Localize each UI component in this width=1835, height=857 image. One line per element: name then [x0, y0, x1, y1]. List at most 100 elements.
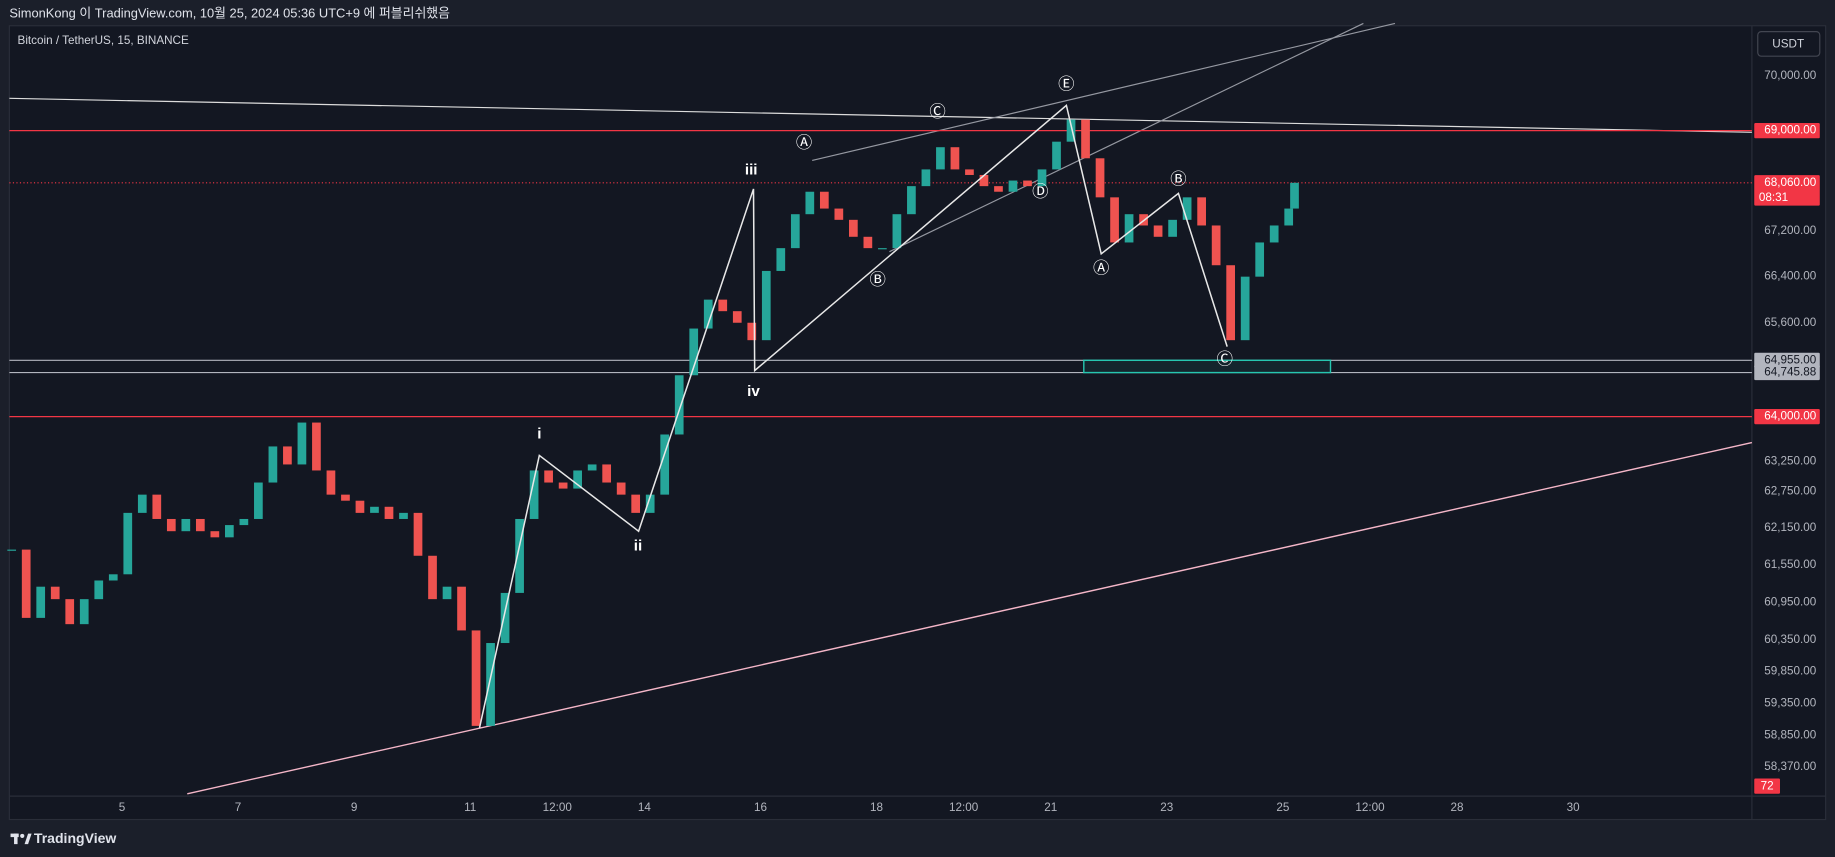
price-level-label: 64,000.00 — [1764, 410, 1816, 423]
candle — [950, 147, 960, 170]
x-tick-label: 14 — [638, 801, 651, 814]
x-tick-label: 23 — [1160, 801, 1173, 814]
candle — [341, 494, 350, 501]
candle — [645, 494, 655, 513]
candle — [1124, 214, 1134, 243]
candle — [631, 494, 641, 513]
candle — [819, 191, 829, 209]
candle — [573, 470, 582, 489]
candle — [21, 549, 31, 618]
candle — [283, 446, 292, 465]
candle — [152, 494, 162, 519]
candle — [326, 470, 336, 495]
y-tick-label: 63,250.00 — [1764, 455, 1816, 468]
wave-label: Ⓔ — [1058, 76, 1074, 94]
price-level-tag — [1754, 175, 1820, 206]
candle — [805, 191, 815, 215]
brand-name: TradingView — [34, 830, 116, 846]
candle — [747, 322, 757, 341]
y-tick-label: 58,850.00 — [1764, 729, 1816, 742]
candle — [50, 586, 60, 600]
x-tick-label: 12:00 — [1355, 801, 1385, 814]
candle — [384, 506, 394, 519]
candle — [1095, 158, 1105, 198]
candle — [587, 464, 597, 471]
x-tick-label: 11 — [464, 801, 476, 814]
candle — [500, 592, 510, 644]
wave-label: Ⓒ — [929, 103, 945, 121]
candle — [370, 506, 379, 513]
wave-label: ii — [634, 538, 642, 555]
candle — [210, 531, 220, 538]
candle — [1037, 169, 1047, 187]
candle — [123, 512, 133, 575]
candle — [137, 494, 147, 513]
y-tick-label: 66,400.00 — [1764, 270, 1816, 283]
y-tick-label: 60,950.00 — [1764, 595, 1816, 608]
chart-pane — [8, 25, 1827, 821]
volume-label: 72 — [1761, 779, 1774, 792]
y-tick-label: 61,550.00 — [1764, 558, 1816, 571]
candle — [979, 174, 989, 187]
candle — [239, 518, 249, 526]
candle — [1081, 119, 1090, 159]
candle — [1226, 265, 1236, 341]
candle — [689, 328, 699, 376]
x-tick-label: 7 — [235, 801, 242, 814]
candle — [1153, 225, 1163, 237]
y-tick-label: 67,200.00 — [1764, 224, 1816, 237]
candle — [312, 422, 321, 471]
candle — [457, 586, 466, 631]
candle — [268, 446, 278, 483]
candle — [1284, 208, 1294, 226]
price-level-label: 69,000.00 — [1764, 124, 1816, 137]
candle — [602, 464, 612, 483]
wave-label: iii — [745, 162, 758, 179]
candle — [834, 208, 844, 220]
currency-label[interactable]: USDT — [1772, 38, 1804, 51]
wave-label: iv — [747, 383, 760, 400]
candle — [674, 375, 684, 435]
candle — [703, 299, 713, 329]
support-zone — [1083, 359, 1332, 374]
price-level-tag — [1754, 352, 1820, 368]
candle — [65, 599, 75, 625]
price-level-label: 68,060.00 — [1764, 176, 1816, 189]
wave-label: Ⓑ — [870, 271, 886, 289]
candle — [849, 219, 858, 237]
candle — [936, 147, 945, 170]
candle — [892, 214, 902, 249]
candle — [108, 574, 118, 581]
candle — [863, 236, 873, 249]
candle — [297, 422, 307, 465]
candle — [195, 518, 205, 532]
volume-tag — [1754, 778, 1780, 794]
trend-line — [9, 97, 1752, 133]
candle — [225, 525, 234, 538]
candle — [442, 586, 452, 600]
candle — [1008, 180, 1018, 192]
publish-note: SimonKong 이 TradingView.com, 10월 25, 202… — [9, 5, 450, 20]
candle — [616, 482, 626, 495]
candle — [1168, 219, 1177, 237]
candle — [660, 434, 670, 495]
candle — [776, 248, 786, 271]
y-tick-label: 62,150.00 — [1764, 521, 1816, 534]
brand-logo — [10, 833, 32, 845]
price-level-tag — [1754, 123, 1820, 139]
candle — [94, 580, 104, 600]
candle — [1052, 141, 1061, 170]
candle — [166, 518, 176, 532]
x-tick-label: 21 — [1044, 801, 1057, 814]
candle — [7, 549, 17, 551]
y-tick-label: 65,600.00 — [1764, 316, 1816, 329]
x-tick-label: 28 — [1451, 801, 1464, 814]
currency-button[interactable] — [1757, 31, 1821, 57]
candle — [399, 512, 408, 519]
x-tick-label: 16 — [754, 801, 767, 814]
trend-line — [812, 22, 1396, 161]
wave-count-line — [478, 103, 1228, 728]
candle — [413, 512, 423, 556]
candle — [878, 248, 887, 250]
